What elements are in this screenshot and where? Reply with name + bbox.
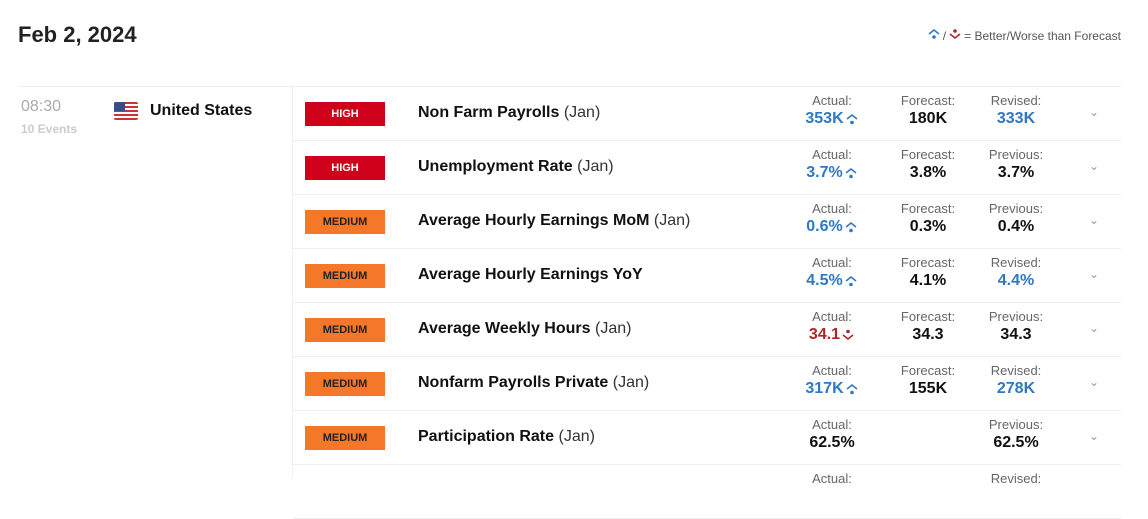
better-arrow-icon bbox=[843, 272, 858, 289]
legend-text: = Better/Worse than Forecast bbox=[964, 28, 1121, 43]
events-list: HIGH Non Farm Payrolls (Jan) Actual: 353K Fo… bbox=[293, 87, 1121, 519]
better-arrow-icon bbox=[844, 380, 859, 397]
event-row[interactable]: Actual: Revised: bbox=[293, 465, 1121, 519]
actual-value: 34.1 bbox=[808, 326, 841, 343]
chevron-down-icon[interactable]: ⌄ bbox=[1089, 321, 1100, 335]
forecast-cell: Forecast: 34.3 bbox=[878, 309, 978, 344]
actual-value: 317K bbox=[805, 380, 844, 397]
chevron-down-icon[interactable]: ⌄ bbox=[1089, 267, 1100, 281]
chevron-down-icon[interactable]: ⌄ bbox=[1089, 105, 1100, 119]
event-group: 08:30 10 Events United States bbox=[18, 87, 293, 478]
previous-cell: Previous: 62.5% bbox=[966, 417, 1066, 452]
better-arrow-icon bbox=[843, 218, 858, 235]
actual-cell: Actual: 317K bbox=[782, 363, 882, 398]
event-row[interactable]: MEDIUM Average Weekly Hours (Jan) Actual: 3… bbox=[293, 303, 1121, 357]
actual-cell: Actual: 62.5% bbox=[809, 417, 855, 451]
forecast-cell: Forecast: 155K bbox=[878, 363, 978, 398]
forecast-value: 180K bbox=[908, 110, 948, 127]
legend: / = Better/Worse than Forecast bbox=[927, 28, 1121, 43]
actual-cell: Actual: 0.6% bbox=[782, 201, 882, 236]
actual-value: 353K bbox=[805, 110, 844, 127]
event-name[interactable]: Average Hourly Earnings YoY bbox=[418, 266, 643, 283]
event-time: 08:30 bbox=[21, 98, 62, 115]
forecast-value: 3.8% bbox=[909, 164, 947, 181]
event-count: 10 Events bbox=[21, 122, 78, 136]
forecast-value: 0.3% bbox=[909, 218, 947, 235]
actual-cell: Actual: 3.7% bbox=[782, 147, 882, 182]
event-name[interactable]: Average Weekly Hours (Jan) bbox=[418, 320, 632, 337]
impact-badge: MEDIUM bbox=[305, 372, 385, 396]
divider bbox=[18, 86, 1121, 87]
previous-value: 0.4% bbox=[997, 218, 1035, 235]
event-name[interactable]: Nonfarm Payrolls Private (Jan) bbox=[418, 374, 650, 391]
actual-cell: Actual: 34.1 bbox=[782, 309, 882, 344]
impact-badge: MEDIUM bbox=[305, 426, 385, 450]
previous-value: 3.7% bbox=[997, 164, 1035, 181]
previous-cell: Previous: 34.3 bbox=[966, 309, 1066, 344]
previous-cell: Revised: 333K bbox=[966, 93, 1066, 128]
event-row[interactable]: HIGH Unemployment Rate (Jan) Actual: 3.7% Fo… bbox=[293, 141, 1121, 195]
actual-value: 4.5% bbox=[806, 272, 843, 289]
better-arrow-icon bbox=[843, 164, 858, 181]
impact-badge: MEDIUM bbox=[305, 318, 385, 342]
previous-value: 278K bbox=[996, 380, 1036, 397]
worse-arrow-icon bbox=[840, 326, 855, 343]
actual-cell: Actual: 353K bbox=[782, 93, 882, 128]
event-name[interactable]: Participation Rate (Jan) bbox=[418, 428, 595, 445]
event-row[interactable]: HIGH Non Farm Payrolls (Jan) Actual: 353K Fo… bbox=[293, 87, 1121, 141]
previous-cell: Revised: 278K bbox=[966, 363, 1066, 398]
actual-cell: Actual: bbox=[812, 471, 852, 486]
previous-value: 4.4% bbox=[997, 272, 1035, 289]
impact-badge: HIGH bbox=[305, 102, 385, 126]
previous-value: 34.3 bbox=[1000, 326, 1032, 343]
forecast-cell: Forecast: 180K bbox=[878, 93, 978, 128]
better-arrow-icon bbox=[927, 28, 941, 43]
impact-badge: HIGH bbox=[305, 156, 385, 180]
chevron-down-icon[interactable]: ⌄ bbox=[1089, 159, 1100, 173]
better-arrow-icon bbox=[844, 110, 859, 127]
previous-cell: Revised: bbox=[990, 471, 1042, 486]
chevron-down-icon[interactable]: ⌄ bbox=[1089, 213, 1100, 227]
event-row[interactable]: MEDIUM Average Hourly Earnings MoM (Jan) A… bbox=[293, 195, 1121, 249]
impact-badge: MEDIUM bbox=[305, 210, 385, 234]
event-row[interactable]: MEDIUM Nonfarm Payrolls Private (Jan) Actu… bbox=[293, 357, 1121, 411]
forecast-value: 34.3 bbox=[912, 326, 944, 343]
previous-value: 62.5% bbox=[993, 434, 1039, 451]
forecast-cell: Forecast: 3.8% bbox=[878, 147, 978, 182]
impact-badge: MEDIUM bbox=[305, 264, 385, 288]
event-name[interactable]: Average Hourly Earnings MoM (Jan) bbox=[418, 212, 691, 229]
forecast-value: 4.1% bbox=[909, 272, 947, 289]
actual-value: 62.5% bbox=[809, 434, 855, 451]
actual-cell: Actual: 4.5% bbox=[782, 255, 882, 290]
previous-cell: Previous: 0.4% bbox=[966, 201, 1066, 236]
previous-cell: Previous: 3.7% bbox=[966, 147, 1066, 182]
us-flag-icon bbox=[114, 102, 138, 120]
previous-value: 333K bbox=[996, 110, 1036, 127]
forecast-cell: Forecast: 0.3% bbox=[878, 201, 978, 236]
event-name[interactable]: Unemployment Rate (Jan) bbox=[418, 158, 614, 175]
chevron-down-icon[interactable]: ⌄ bbox=[1089, 429, 1100, 443]
forecast-cell bbox=[878, 471, 978, 473]
event-row[interactable]: MEDIUM Average Hourly Earnings YoY Actual… bbox=[293, 249, 1121, 303]
chevron-down-icon[interactable]: ⌄ bbox=[1089, 375, 1100, 389]
worse-arrow-icon bbox=[948, 28, 962, 43]
page-title: Feb 2, 2024 bbox=[18, 22, 137, 47]
previous-cell: Revised: 4.4% bbox=[966, 255, 1066, 290]
actual-value: 0.6% bbox=[806, 218, 843, 235]
actual-value: 3.7% bbox=[806, 164, 843, 181]
forecast-value: 155K bbox=[908, 380, 948, 397]
event-name[interactable]: Non Farm Payrolls (Jan) bbox=[418, 104, 601, 121]
event-row[interactable]: MEDIUM Participation Rate (Jan) Actual: 62.… bbox=[293, 411, 1121, 465]
forecast-cell bbox=[878, 417, 978, 419]
country-name: United States bbox=[150, 102, 253, 119]
forecast-cell: Forecast: 4.1% bbox=[878, 255, 978, 290]
